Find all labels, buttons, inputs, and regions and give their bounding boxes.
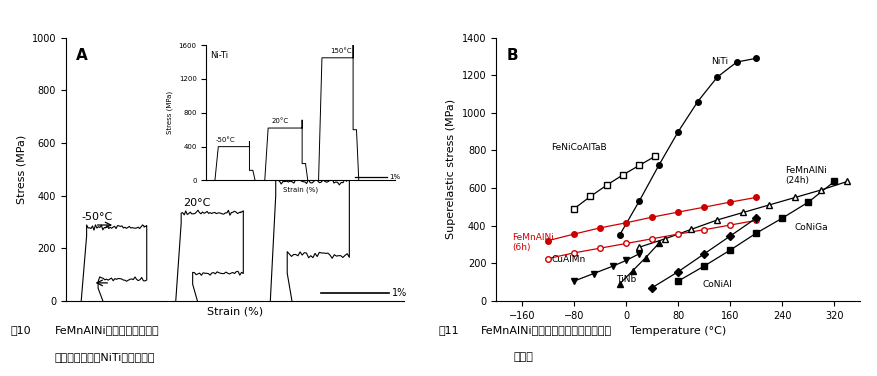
Text: FeMnAlNi
(24h): FeMnAlNi (24h) [785, 166, 826, 185]
Text: FeMnAlNi
(6h): FeMnAlNi (6h) [512, 232, 553, 252]
Text: 図11: 図11 [438, 325, 459, 335]
X-axis label: Temperature (°C): Temperature (°C) [630, 326, 725, 336]
Text: Ni-Ti: Ni-Ti [210, 50, 228, 59]
Text: FeMnAlNi合金の超弾性曲線: FeMnAlNi合金の超弾性曲線 [54, 325, 159, 335]
Text: CuAlMn: CuAlMn [551, 255, 585, 264]
Text: -50°C: -50°C [82, 212, 113, 222]
Text: 150°C: 150°C [330, 48, 352, 54]
Text: TiNb: TiNb [616, 275, 636, 284]
Text: A: A [76, 48, 88, 63]
Text: 20°C: 20°C [271, 118, 289, 124]
Text: 1%: 1% [389, 174, 399, 180]
Text: インセットにはNiTi合金を示す: インセットにはNiTi合金を示す [54, 352, 154, 362]
Text: NiTi: NiTi [710, 57, 727, 66]
Text: FeNiCoAlTaB: FeNiCoAlTaB [551, 143, 606, 152]
Y-axis label: Stress (MPa): Stress (MPa) [16, 135, 26, 204]
Y-axis label: Stress (MPa): Stress (MPa) [167, 91, 173, 134]
Text: 150°C: 150°C [274, 164, 308, 174]
Text: 1%: 1% [391, 288, 407, 299]
Y-axis label: Superelastic stress (MPa): Superelastic stress (MPa) [446, 99, 456, 239]
Text: FeMnAlNi合金の変態臨界応力の温度: FeMnAlNi合金の変態臨界応力の温度 [481, 325, 611, 335]
Text: CoNiAl: CoNiAl [702, 280, 732, 289]
Text: 20°C: 20°C [183, 197, 210, 208]
Text: -50°C: -50°C [215, 136, 235, 143]
Text: CoNiGa: CoNiGa [793, 223, 827, 232]
Text: 図10: 図10 [11, 325, 31, 335]
Text: 依存性: 依存性 [513, 352, 533, 362]
X-axis label: Strain (%): Strain (%) [282, 186, 318, 193]
Text: B: B [506, 48, 518, 63]
X-axis label: Strain (%): Strain (%) [207, 306, 262, 316]
